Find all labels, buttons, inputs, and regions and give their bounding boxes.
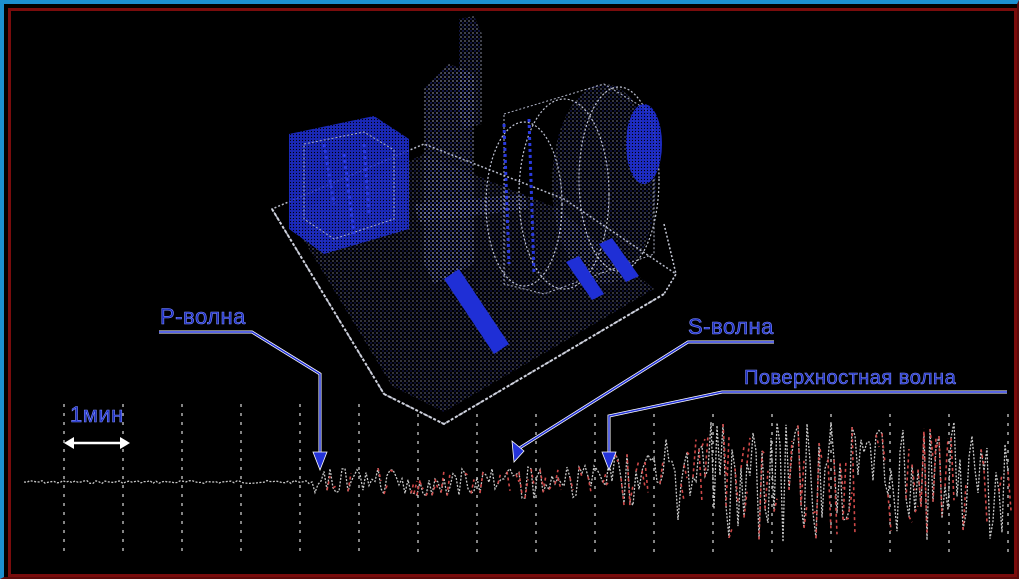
seismic-trace-highlight — [326, 423, 1012, 540]
time-scale-label: 1мин — [70, 402, 124, 427]
inner-border — [8, 8, 1017, 577]
s-wave-pointer — [511, 340, 774, 463]
seismic-trace — [23, 421, 1009, 542]
s-wave-label: S-волна — [688, 314, 774, 339]
surface-wave-pointer — [601, 390, 1007, 472]
p-wave-label: P-волна — [160, 304, 246, 329]
seismograph-machine-illustration — [270, 16, 678, 426]
p-wave-pointer — [159, 330, 328, 472]
diagram-canvas: P-волна S-волна Поверхностная волна 1мин — [23, 16, 1012, 554]
surface-wave-label: Поверхностная волна — [744, 367, 957, 389]
time-grid — [63, 404, 1009, 554]
time-scale-arrow — [64, 437, 130, 449]
